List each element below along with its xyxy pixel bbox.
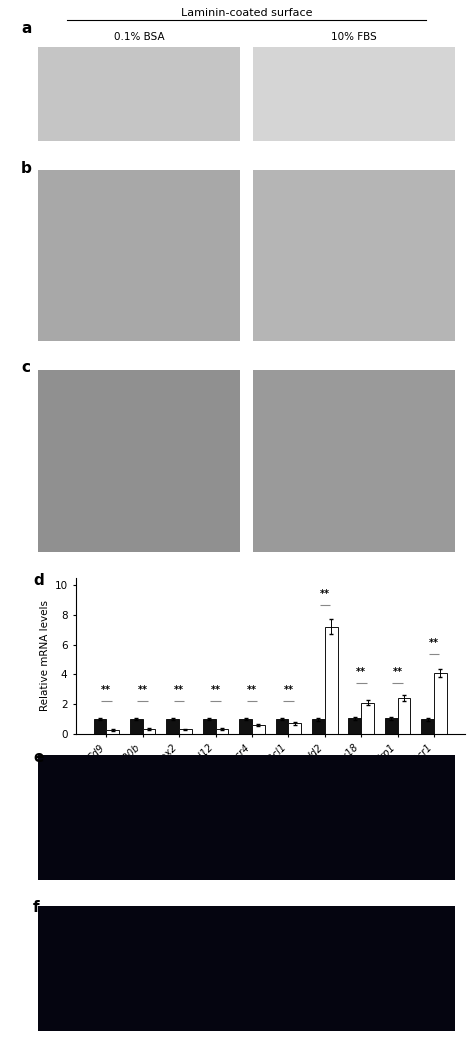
Bar <box>38 170 240 341</box>
Bar <box>166 719 179 734</box>
Bar <box>38 370 240 552</box>
Text: **: ** <box>174 685 184 695</box>
Text: a: a <box>21 21 32 35</box>
Bar <box>239 719 252 734</box>
Text: c: c <box>21 360 30 376</box>
Bar <box>434 672 447 734</box>
Text: **: ** <box>356 667 366 678</box>
Text: **: ** <box>210 685 220 695</box>
Bar <box>203 719 216 734</box>
Text: b: b <box>21 161 32 176</box>
Text: 0.1% BSA: 0.1% BSA <box>114 32 164 43</box>
Bar <box>348 718 361 734</box>
Text: Laminin-coated surface: Laminin-coated surface <box>181 8 312 19</box>
Bar <box>276 719 288 734</box>
Text: **: ** <box>429 638 439 648</box>
Bar <box>325 627 337 734</box>
Bar <box>253 170 455 341</box>
Text: **: ** <box>283 685 293 695</box>
Text: e: e <box>33 750 44 764</box>
Bar <box>130 719 143 734</box>
Text: **: ** <box>101 685 111 695</box>
Bar <box>182 755 311 880</box>
Bar <box>106 730 119 734</box>
Text: d: d <box>33 573 44 587</box>
Bar <box>312 719 325 734</box>
Y-axis label: Relative mRNA levels: Relative mRNA levels <box>40 601 50 711</box>
Bar <box>252 725 264 734</box>
Text: **: ** <box>320 588 330 599</box>
Bar <box>143 729 155 734</box>
Text: **: ** <box>137 685 148 695</box>
Bar <box>421 719 434 734</box>
Bar <box>398 699 410 734</box>
Text: **: ** <box>247 685 257 695</box>
Bar <box>288 723 301 734</box>
Bar <box>38 906 240 1031</box>
Bar <box>179 730 192 734</box>
Bar <box>361 703 374 734</box>
Bar <box>216 729 228 734</box>
Bar <box>38 755 167 880</box>
Bar <box>253 370 455 552</box>
Bar <box>385 718 398 734</box>
Bar <box>326 755 455 880</box>
Text: 10% FBS: 10% FBS <box>331 32 376 43</box>
Text: **: ** <box>392 667 403 678</box>
Bar <box>93 719 106 734</box>
Bar <box>253 906 455 1031</box>
Text: f: f <box>33 900 40 915</box>
